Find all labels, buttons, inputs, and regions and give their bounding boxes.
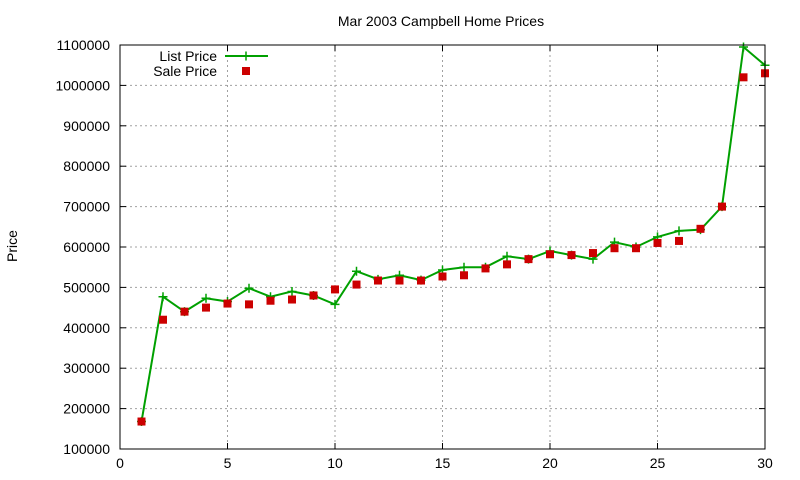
sale-price-point: [417, 276, 425, 285]
y-tick-label: 500000: [63, 279, 110, 295]
x-tick-label: 30: [757, 455, 773, 471]
sale-price-point: [739, 73, 748, 82]
sale-price-point: [589, 249, 597, 258]
x-tick-label: 15: [435, 455, 451, 471]
list-price-point: [739, 42, 748, 52]
tick-labels: 0 5 10 15 20 25 30 100000 200000 300000 400000 5000…: [55, 37, 773, 471]
legend-label-sale-price: Sale Price: [153, 63, 217, 79]
grid: [120, 45, 765, 449]
sale-price-point: [567, 251, 576, 260]
sale-price-point: [395, 276, 404, 285]
sale-price-point: [288, 295, 296, 304]
legend: List Price Sale Price: [153, 48, 268, 79]
y-tick-label: 200000: [63, 401, 110, 417]
y-tick-label: 900000: [63, 118, 110, 134]
sale-price-point: [481, 264, 490, 273]
sale-price-point: [202, 303, 210, 312]
y-tick-label: 1000000: [55, 77, 110, 93]
legend-marker-list-price: [241, 51, 251, 61]
list-price-point: [330, 299, 340, 309]
list-price-point: [244, 283, 254, 293]
sale-price-point: [137, 417, 146, 426]
sale-price-point: [632, 244, 640, 253]
sale-price-point: [696, 224, 705, 233]
sale-price-point: [245, 300, 253, 309]
y-tick-label: 400000: [63, 320, 110, 336]
sale-price-point: [309, 291, 318, 300]
sale-price-point: [546, 250, 554, 259]
list-price-line: [140, 45, 766, 422]
series: [137, 42, 770, 427]
list-price-point: [201, 293, 211, 303]
sale-price-point: [159, 315, 167, 324]
y-tick-label: 600000: [63, 239, 110, 255]
sale-price-point: [352, 280, 361, 289]
plot-frame: [119, 44, 766, 450]
y-tick-label: 700000: [63, 199, 110, 215]
list-price-point: [158, 292, 168, 302]
x-tick-label: 20: [542, 455, 558, 471]
sale-price-point: [266, 296, 275, 305]
list-price-point: [674, 226, 684, 236]
x-tick-label: 10: [327, 455, 343, 471]
sale-price-point: [374, 276, 382, 285]
sale-price-point: [180, 307, 189, 316]
y-tick-label: 800000: [63, 158, 110, 174]
list-price-point: [459, 262, 469, 272]
list-price-point: [502, 251, 512, 261]
x-tick-label: 0: [116, 455, 124, 471]
list-price-point: [352, 266, 361, 276]
y-axis-label: Price: [4, 230, 20, 262]
sale-price-point: [331, 285, 339, 294]
sale-price-point: [438, 272, 447, 281]
sale-price-point: [503, 260, 511, 269]
sale-price-point: [718, 202, 726, 211]
sale-price-point: [653, 238, 662, 247]
sale-price-point: [524, 255, 533, 264]
y-tick-label: 100000: [63, 441, 110, 457]
x-tick-label: 5: [224, 455, 232, 471]
list-price-point: [287, 286, 297, 296]
y-tick-label: 300000: [63, 360, 110, 376]
sale-price-point: [460, 271, 468, 280]
y-tick-label: 1100000: [57, 37, 111, 53]
sale-price-point: [675, 236, 683, 245]
legend-marker-sale-price: [242, 67, 250, 75]
legend-label-list-price: List Price: [159, 48, 217, 64]
x-tick-label: 25: [650, 455, 666, 471]
sale-price-point: [223, 299, 232, 308]
chart-title: Mar 2003 Campbell Home Prices: [338, 13, 544, 29]
sale-price-point: [610, 244, 619, 253]
